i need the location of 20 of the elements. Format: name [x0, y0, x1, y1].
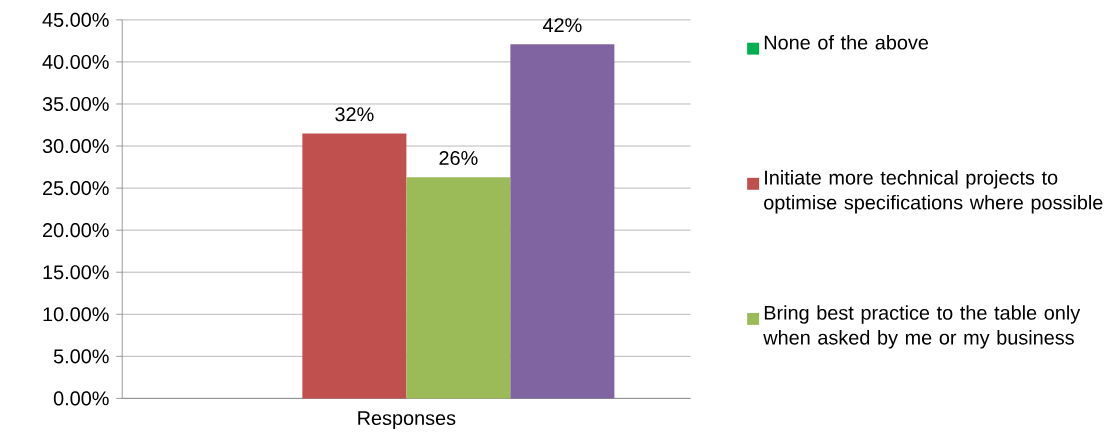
y-tick-label: 15.00%: [43, 265, 109, 280]
y-tick-label: 20.00%: [43, 223, 109, 238]
bar: [510, 44, 615, 399]
data-label: 32%: [335, 107, 374, 122]
data-label: 26%: [439, 150, 478, 166]
legend-label: Bring best practice to the table only when asked by me or my business: [763, 305, 1081, 349]
bar: [406, 177, 511, 399]
y-tick-label: 30.00%: [42, 138, 109, 154]
y-tick-label: 40.00%: [42, 54, 109, 69]
y-tick-label: 25.00%: [43, 181, 109, 196]
x-tick-label: Responses: [358, 411, 456, 429]
data-label: 42%: [542, 18, 582, 33]
y-tick-label: 45.00%: [42, 12, 109, 27]
y-tick-label: 10.00%: [43, 307, 109, 322]
bar: [302, 133, 407, 399]
legend-label: Initiate more technical projects to optimise specifications where possible: [764, 170, 1103, 214]
legend-label: None of the above: [764, 34, 929, 50]
y-tick-label: 0.00%: [53, 391, 109, 406]
y-tick-label: 5.00%: [53, 349, 109, 364]
y-tick-label: 35.00%: [42, 96, 109, 111]
